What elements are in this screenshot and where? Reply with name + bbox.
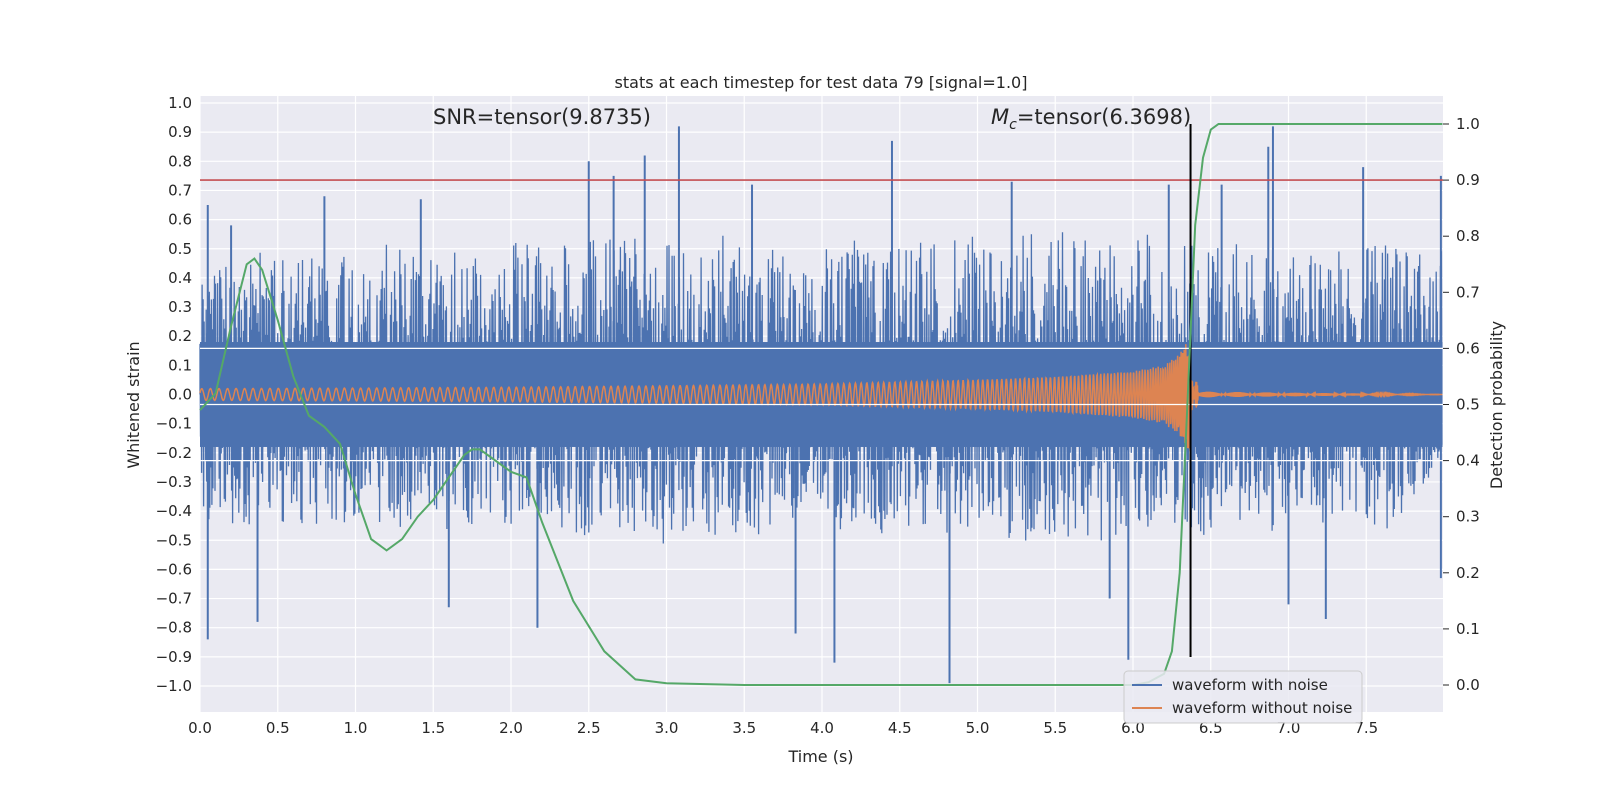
x-axis-ticks: 0.0 0.5 1.0 1.5 2.0 2.5 3.0 3.5 4.0 4.5 5.0 5.5 6.0 6… bbox=[188, 719, 1378, 737]
y-tick-label: 0.1 bbox=[168, 356, 192, 374]
chirp-mass-subscript: c bbox=[1009, 117, 1017, 133]
y-tick-label: −0.7 bbox=[156, 590, 192, 608]
x-tick-label: 2.0 bbox=[499, 719, 523, 737]
y-tick-label: 0.4 bbox=[168, 269, 192, 287]
x-tick-label: 1.0 bbox=[344, 719, 368, 737]
series-detection-probability bbox=[199, 123, 1443, 686]
y-tick-label: −0.3 bbox=[156, 473, 192, 491]
y2-tick-label: 1.0 bbox=[1456, 115, 1480, 133]
chart-title: stats at each timestep for test data 79 … bbox=[615, 73, 1028, 92]
chirp-mass-symbol: M bbox=[991, 105, 1009, 129]
y-tick-label: 0.3 bbox=[168, 298, 192, 316]
y2-tick-label: 0.6 bbox=[1456, 339, 1480, 357]
y-tick-label: −0.4 bbox=[156, 502, 192, 520]
x-tick-label: 7.5 bbox=[1354, 719, 1378, 737]
x-axis-label: Time (s) bbox=[787, 747, 853, 766]
x-tick-label: 5.0 bbox=[966, 719, 990, 737]
y2-tick-label: 0.1 bbox=[1456, 620, 1480, 638]
legend: waveform with noise waveform without noi… bbox=[1123, 670, 1363, 724]
y-tick-label: 0.9 bbox=[168, 123, 192, 141]
snr-annotation: SNR=tensor(9.8735) bbox=[433, 105, 651, 129]
y2-tick-label: 0.7 bbox=[1456, 283, 1480, 301]
x-tick-label: 2.5 bbox=[577, 719, 601, 737]
y2-tick-label: 0.5 bbox=[1456, 396, 1480, 414]
clean-trace bbox=[199, 343, 1443, 451]
y2-tick-label: 0.0 bbox=[1456, 676, 1480, 694]
y2-axis-label: Detection probability bbox=[1487, 321, 1506, 489]
chirp-mass-value: =tensor(6.3698) bbox=[1017, 105, 1191, 129]
probability-trace bbox=[199, 123, 1443, 686]
x-tick-label: 4.5 bbox=[888, 719, 912, 737]
x-tick-label: 3.5 bbox=[732, 719, 756, 737]
x-tick-label: 3.0 bbox=[655, 719, 679, 737]
x-tick-label: 0.0 bbox=[188, 719, 212, 737]
y-tick-label: −1.0 bbox=[156, 677, 192, 695]
y-tick-label: 0.7 bbox=[168, 181, 192, 199]
y2-tick-label: 0.3 bbox=[1456, 508, 1480, 526]
y-tick-label: −0.6 bbox=[156, 560, 192, 578]
x-tick-label: 4.0 bbox=[810, 719, 834, 737]
y-axis-ticks: 1.0 0.9 0.8 0.7 0.6 0.5 0.4 0.3 0.2 0.1 0.0 −0.1 −0.… bbox=[156, 94, 192, 695]
y2-tick-label: 0.2 bbox=[1456, 564, 1480, 582]
y-tick-label: −0.1 bbox=[156, 415, 192, 433]
legend-box bbox=[1123, 670, 1363, 724]
series-waveform-without-noise bbox=[199, 343, 1443, 451]
right-axis-grid bbox=[200, 347, 1443, 462]
y2-tick-label: 0.8 bbox=[1456, 227, 1480, 245]
y-axis-label: Whitened strain bbox=[124, 341, 143, 468]
y2-tick-label: 0.9 bbox=[1456, 171, 1480, 189]
y-tick-label: −0.2 bbox=[156, 444, 192, 462]
x-tick-label: 1.5 bbox=[421, 719, 445, 737]
x-tick-label: 5.5 bbox=[1043, 719, 1067, 737]
y-tick-label: 0.8 bbox=[168, 152, 192, 170]
y2-axis-ticks: 1.0 0.9 0.8 0.7 0.6 0.5 0.4 0.3 0.2 0.1 0.0 bbox=[1443, 115, 1480, 694]
chirp-mass-annotation: Mc=tensor(6.3698) bbox=[991, 105, 1191, 133]
y-tick-label: 1.0 bbox=[168, 94, 192, 112]
x-tick-label: 0.5 bbox=[266, 719, 290, 737]
y2-tick-label: 0.4 bbox=[1456, 452, 1480, 470]
legend-label-clean: waveform without noise bbox=[1172, 699, 1352, 717]
y-tick-label: 0.0 bbox=[168, 386, 192, 404]
y-tick-label: 0.2 bbox=[168, 327, 192, 345]
y-tick-label: −0.8 bbox=[156, 619, 192, 637]
y-tick-label: 0.6 bbox=[168, 211, 192, 229]
legend-label-noise: waveform with noise bbox=[1172, 676, 1328, 694]
y-tick-label: 0.5 bbox=[168, 240, 192, 258]
y-tick-label: −0.9 bbox=[156, 648, 192, 666]
y-tick-label: −0.5 bbox=[156, 531, 192, 549]
